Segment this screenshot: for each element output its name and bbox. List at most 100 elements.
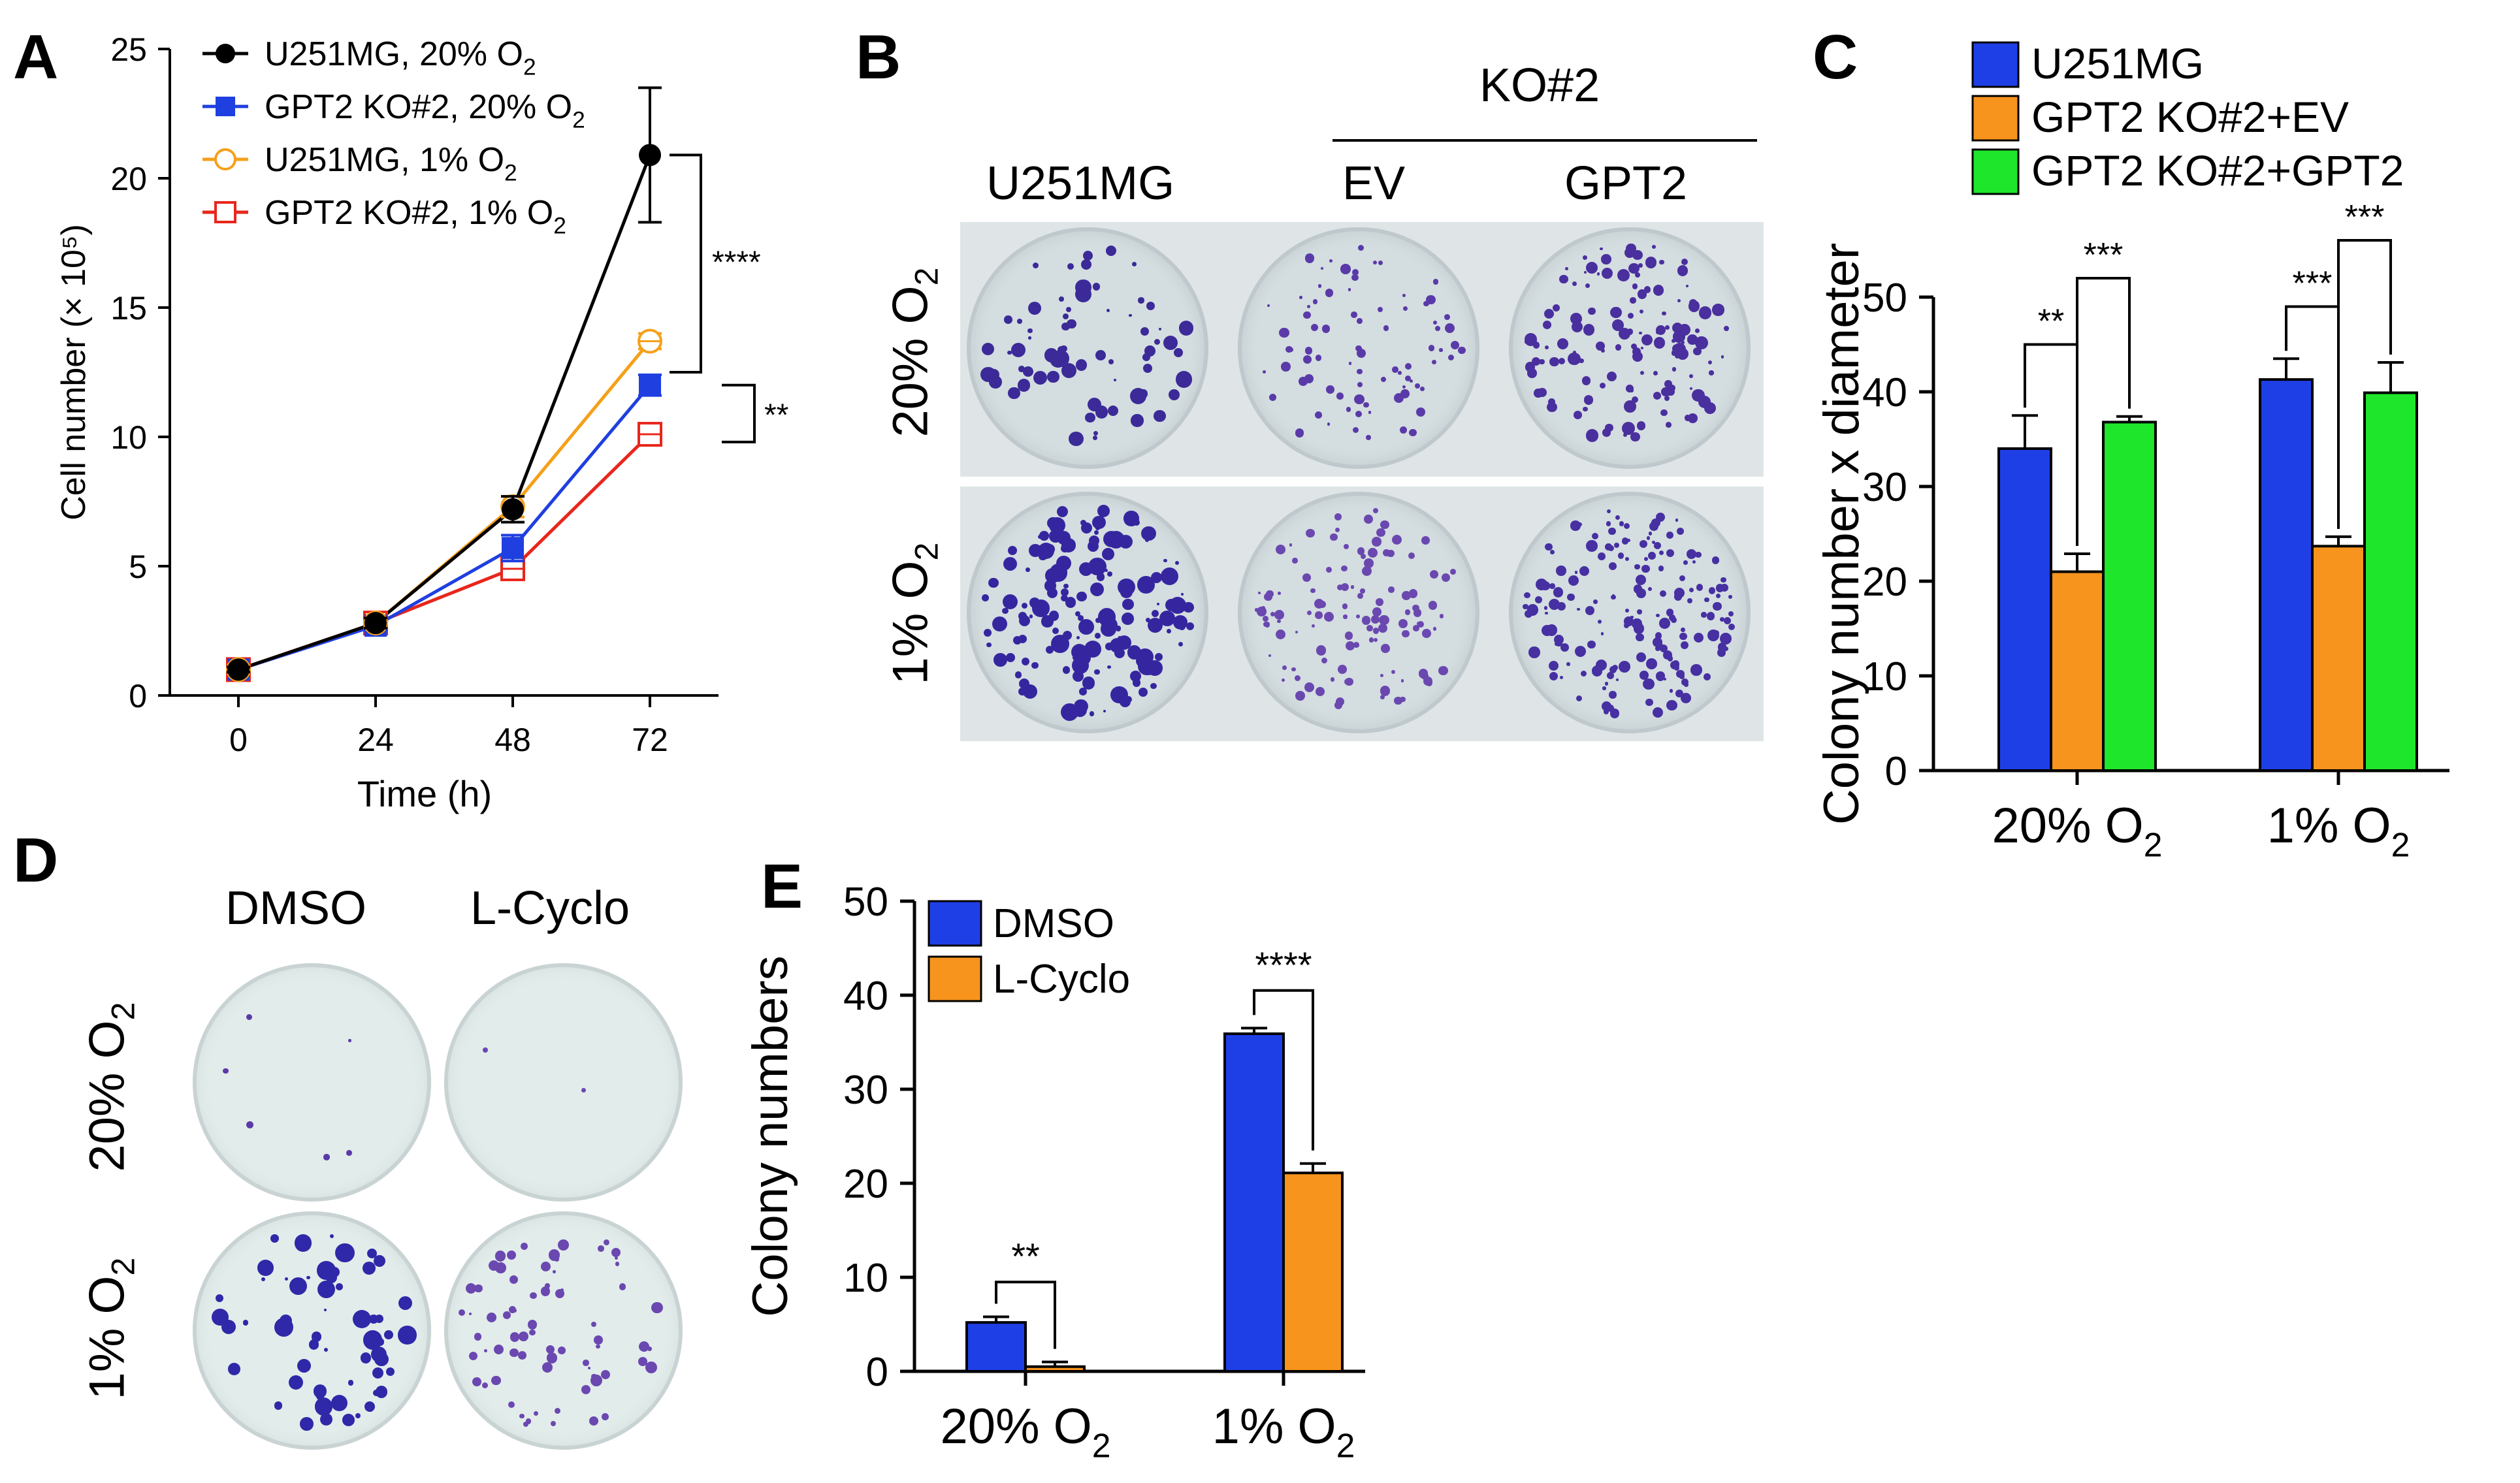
colony: [1704, 402, 1716, 415]
colony: [590, 1375, 602, 1386]
colony: [1039, 531, 1049, 541]
colony: [1380, 520, 1389, 529]
colony: [1123, 511, 1139, 526]
colony: [1628, 263, 1640, 274]
panel-a-line-chart: 0 5 10 15 20 25 0 24 48 72 Time (h) Cell number (× …: [55, 31, 788, 814]
colony: [1145, 538, 1150, 543]
colony: [1315, 354, 1322, 361]
colony: [1029, 614, 1033, 618]
colony: [1380, 673, 1384, 677]
colony: [1401, 679, 1404, 682]
dish-d-dmso-20: [193, 963, 431, 1202]
colony: [1689, 374, 1693, 379]
colony: [1314, 598, 1325, 609]
colony: [1363, 402, 1369, 408]
colony: [1419, 386, 1425, 391]
colony: [494, 1251, 506, 1262]
colony: [1565, 266, 1569, 271]
colony: [1112, 643, 1117, 648]
colony: [1033, 370, 1048, 385]
colony: [1687, 334, 1698, 345]
colony: [1014, 671, 1022, 678]
colony: [1307, 610, 1312, 616]
colony: [1728, 624, 1736, 631]
colony: [988, 578, 999, 588]
colony: [314, 1397, 333, 1416]
colony: [1061, 322, 1070, 331]
colony: [1675, 689, 1683, 697]
colony: [1391, 534, 1402, 545]
colony: [1151, 609, 1159, 618]
colony: [1085, 412, 1095, 423]
colony: [1088, 397, 1102, 412]
colony: [1647, 552, 1656, 560]
colony: [1694, 328, 1700, 334]
colony: [1616, 678, 1619, 681]
colony: [1380, 695, 1385, 699]
colony: [1689, 387, 1693, 391]
colony: [1679, 674, 1685, 679]
colony: [1299, 377, 1308, 386]
e-bar: [1223, 1032, 1285, 1373]
colony: [1553, 634, 1564, 645]
colony: [1181, 592, 1184, 596]
colony: [1364, 514, 1374, 524]
colony: [1606, 509, 1611, 514]
colony: [1131, 261, 1137, 267]
colony: [1450, 340, 1459, 349]
a-legend-marker: [216, 97, 235, 116]
colony: [1409, 428, 1417, 436]
colony: [1379, 614, 1389, 626]
colony: [1018, 687, 1027, 696]
colony: [1380, 685, 1391, 696]
colony: [1600, 349, 1605, 353]
colony: [1633, 584, 1642, 594]
colony: [1094, 669, 1100, 675]
colony: [1677, 299, 1681, 303]
colony: [1304, 682, 1315, 693]
dish-b-ev-1: [1238, 492, 1479, 733]
colony: [1080, 259, 1091, 270]
colony: [1652, 541, 1655, 545]
colony: [1623, 623, 1630, 629]
colony: [1588, 308, 1596, 315]
e-legend-swatch: [928, 900, 982, 947]
colony: [1101, 616, 1118, 633]
colony: [533, 1411, 538, 1416]
colony: [1025, 567, 1030, 573]
colony: [1606, 372, 1617, 382]
colony: [1713, 630, 1719, 637]
colony: [1311, 324, 1319, 332]
colony: [1431, 359, 1436, 364]
colony: [372, 1367, 384, 1379]
colony: [603, 1239, 609, 1245]
colony: [1061, 594, 1068, 602]
colony: [1708, 587, 1716, 594]
colony: [1002, 607, 1009, 614]
colony: [1428, 601, 1438, 610]
colony: [1172, 393, 1179, 400]
panel-b-group-label: KO#2: [1479, 59, 1600, 112]
colony: [1583, 255, 1588, 261]
c-legend-swatch: [1971, 148, 2020, 195]
a-legend-label: U251MG, 20% O2: [265, 35, 536, 80]
colony: [1671, 350, 1677, 357]
c-legend-swatch: [1971, 95, 2020, 142]
colony: [1075, 279, 1091, 296]
colony: [1585, 283, 1591, 288]
colony: [1351, 268, 1359, 276]
colony: [1013, 635, 1022, 645]
colony: [1403, 306, 1408, 311]
panel-d-row-label-1: 20% O2: [79, 1002, 142, 1173]
colony: [1107, 309, 1110, 312]
a-ytick-label: 25: [110, 31, 147, 68]
colony: [1142, 353, 1150, 361]
colony: [1636, 633, 1645, 642]
colony: [1658, 566, 1664, 572]
colony: [1618, 661, 1630, 673]
colony: [1093, 530, 1099, 535]
colony: [1299, 296, 1302, 299]
colony: [1636, 421, 1646, 430]
colony: [1651, 518, 1660, 528]
colony: [1044, 580, 1056, 592]
